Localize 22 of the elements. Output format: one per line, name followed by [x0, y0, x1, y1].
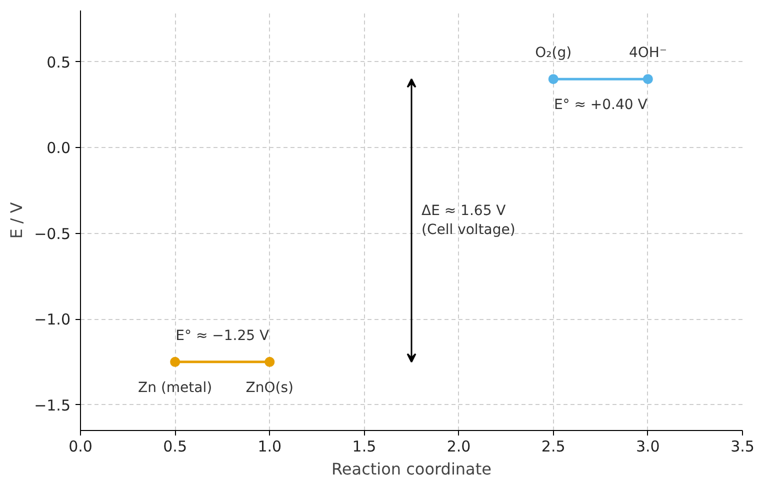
- x-tick-label: 0.5: [163, 438, 188, 456]
- x-tick-label: 3.5: [730, 438, 754, 456]
- y-tick-label: 0.5: [46, 53, 71, 72]
- x-tick-label: 2.5: [541, 438, 566, 456]
- x-tick-label: 1.5: [352, 438, 376, 456]
- annotation: E° ≈ +0.40 V: [554, 97, 648, 114]
- y-axis-title: E / V: [7, 202, 26, 239]
- x-axis-title: Reaction coordinate: [332, 460, 492, 478]
- annotation: ZnO(s): [246, 380, 294, 396]
- x-tick-label: 0.0: [68, 438, 92, 456]
- x-tick-label: 3.0: [636, 438, 660, 456]
- x-tick-label: 1.0: [258, 438, 282, 456]
- annotation: E° ≈ −1.25 V: [176, 328, 270, 344]
- annotation: 4OH⁻: [629, 45, 667, 62]
- annotation: O₂(g): [535, 45, 572, 62]
- annotation: ΔE ≈ 1.65 V (Cell voltage): [422, 202, 516, 238]
- y-tick-label: −1.5: [34, 396, 71, 414]
- annotation: Zn (metal): [138, 380, 212, 396]
- y-tick-label: 0.0: [46, 139, 71, 158]
- x-tick-label: 2.0: [446, 438, 471, 456]
- y-tick-label: −1.0: [34, 310, 71, 329]
- y-tick-label: −0.5: [34, 224, 71, 243]
